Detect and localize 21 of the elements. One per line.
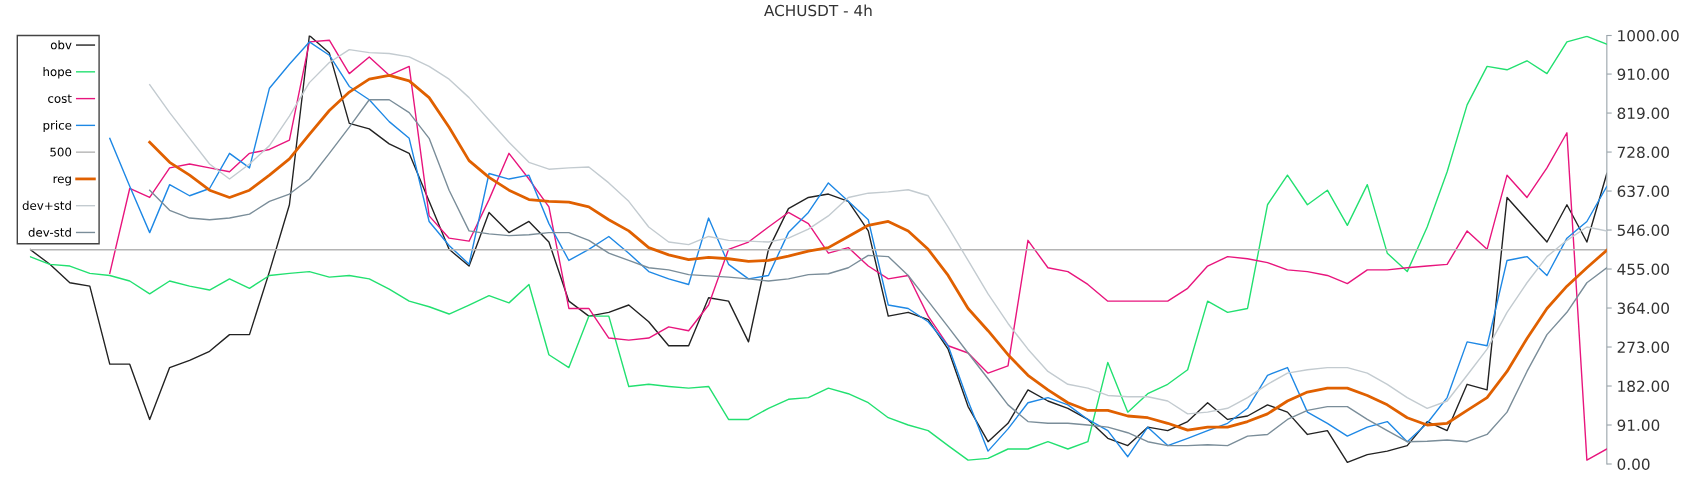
legend-label: 500: [50, 147, 72, 157]
legend-label: obv: [50, 40, 72, 50]
legend-label: price: [43, 120, 72, 132]
legend-label: hope: [43, 67, 72, 79]
y-tick-label: 455.00: [1617, 263, 1670, 276]
y-tick-label: 910.00: [1617, 68, 1670, 81]
y-tick-label: 728.00: [1617, 146, 1670, 159]
y-tick-label: 182.00: [1618, 380, 1670, 393]
y-tick-label: 1000.00: [1618, 29, 1679, 42]
y-tick-label: 819.00: [1617, 107, 1670, 120]
y-tick-label: 273.00: [1617, 341, 1670, 354]
y-tick-label: 91.00: [1617, 419, 1660, 432]
chart-title: ACHUSDT - 4h: [764, 4, 872, 17]
legend-label: cost: [48, 94, 72, 103]
legend-label: dev-std: [28, 227, 71, 237]
y-tick-label: 364.00: [1617, 302, 1670, 315]
y-tick-label: 637.00: [1617, 185, 1670, 198]
legend-label: dev+std: [22, 200, 71, 210]
y-tick-label: 0.00: [1617, 458, 1650, 471]
legend-label: reg: [53, 176, 71, 186]
y-tick-label: 546.00: [1617, 224, 1670, 237]
